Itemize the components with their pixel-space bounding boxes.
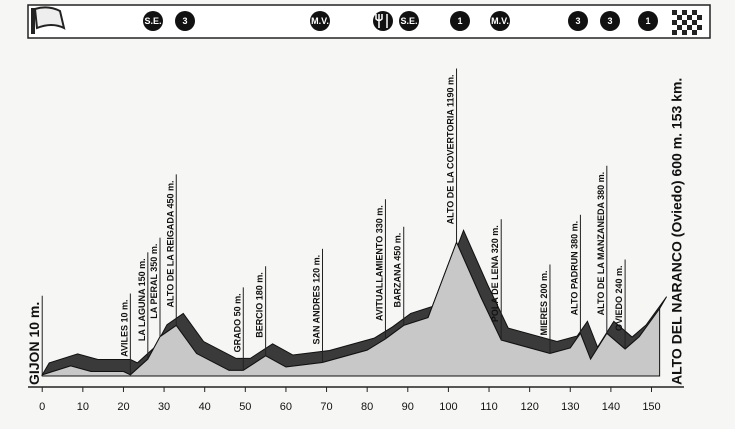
marker-disc [143, 11, 163, 31]
marker-label: M.V. [311, 16, 329, 26]
x-tick-label: 60 [280, 401, 292, 413]
profile-area [41, 241, 661, 377]
feed-zone-icon [375, 14, 388, 28]
place-label: OVIEDO 240 m. [614, 266, 624, 332]
place-label: GIJON 10 m. [26, 302, 42, 385]
stage-markers: S.E. 3 M.V. S.E. 1 M.V. 3 3 1 [143, 11, 658, 31]
x-tick-label: 110 [480, 401, 498, 413]
checker-square [682, 20, 687, 25]
marker-disc [490, 11, 510, 31]
marker-label: S.E. [144, 16, 161, 26]
place-label: ALTO DE LA MANZANEDA 380 m. [596, 172, 606, 316]
marker-label: 3 [575, 16, 580, 26]
finish-flag [672, 10, 702, 35]
marker-disc [399, 11, 419, 31]
x-tick-label: 140 [602, 401, 620, 413]
marker-label: 1 [645, 16, 650, 26]
checker-square [687, 15, 692, 20]
place-label: BARZANA 450 m. [393, 233, 403, 308]
checker-square [672, 30, 677, 35]
x-tick-label: 90 [402, 401, 414, 413]
x-tick-label: 10 [77, 401, 89, 413]
place-label: GRADO 50 m. [232, 293, 242, 352]
x-tick-label: 150 [642, 401, 660, 413]
checker-square [677, 15, 682, 20]
place-label: ALTO DE LA REIGADA 450 m. [165, 180, 175, 307]
top-bar [27, 4, 711, 39]
x-tick-label: 130 [561, 401, 579, 413]
marker-label: 1 [457, 16, 462, 26]
checker-square [672, 10, 677, 15]
place-label: ALTO PADRUN 380 m. [569, 221, 579, 316]
checker-square [692, 20, 697, 25]
checker-square [672, 20, 677, 25]
x-tick-label: 40 [199, 401, 211, 413]
checker-square [692, 30, 697, 35]
checker-square [682, 30, 687, 35]
marker-disc [175, 11, 195, 31]
place-label: MIERES 200 m. [539, 271, 549, 336]
marker-disc [450, 11, 470, 31]
x-tick-label: 20 [117, 401, 129, 413]
place-label: AVILES 10 m. [119, 300, 129, 357]
x-tick-label: 70 [320, 401, 332, 413]
marker-label: S.E. [400, 16, 417, 26]
x-tick-label: 30 [158, 401, 170, 413]
checker-square [687, 25, 692, 30]
checker-square [697, 15, 702, 20]
marker-disc [638, 11, 658, 31]
marker-label: 3 [607, 16, 612, 26]
start-flag [31, 6, 66, 34]
x-tick-label: 80 [361, 401, 373, 413]
checker-square [692, 10, 697, 15]
x-tick-label: 50 [239, 401, 251, 413]
marker-label: M.V. [491, 16, 509, 26]
marker-disc [600, 11, 620, 31]
x-tick-label: 0 [39, 401, 45, 413]
place-label: AVITUALLAMIENTO 330 m. [374, 205, 384, 321]
place-label: LA LAGUNA 150 m. [137, 258, 147, 341]
marker-disc [310, 11, 330, 31]
checker-square [677, 25, 682, 30]
place-label: SAN ANDRES 120 m. [311, 255, 321, 345]
place-label: ALTO DEL NARANCO (Oviedo) 600 m. 153 km. [669, 78, 685, 385]
place-label: POLA DE LENA 320 m. [490, 225, 500, 322]
place-label: BERCIO 180 m. [255, 272, 265, 338]
feed-zone-disc [373, 11, 393, 31]
place-label: LA PERAL 350 m. [149, 244, 159, 319]
x-tick-label: 100 [439, 401, 457, 413]
x-tick-label: 120 [520, 401, 538, 413]
marker-disc [568, 11, 588, 31]
place-label: ALTO DE LA COVERTORIA 1190 m. [446, 74, 456, 224]
marker-label: 3 [182, 16, 187, 26]
checker-square [697, 25, 702, 30]
checker-square [682, 10, 687, 15]
